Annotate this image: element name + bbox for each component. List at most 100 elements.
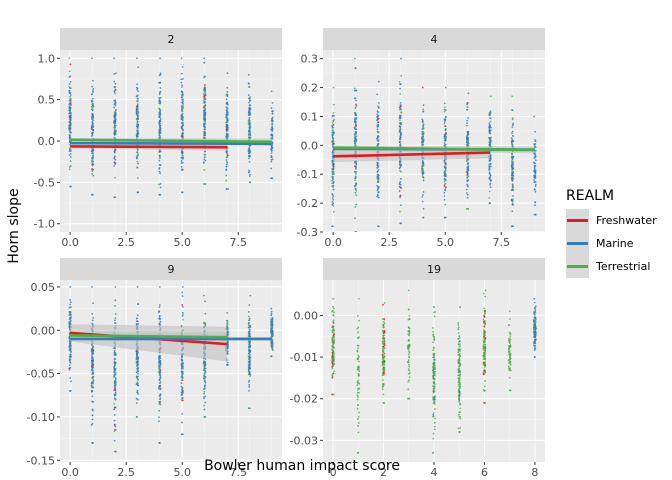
data-point [509, 389, 512, 392]
data-point [331, 355, 334, 358]
data-point [357, 297, 360, 300]
data-point [483, 401, 486, 404]
data-point [225, 159, 228, 161]
data-point [509, 338, 512, 341]
data-point [113, 373, 116, 376]
data-point [159, 172, 162, 175]
data-point [248, 333, 251, 336]
data-point [354, 179, 357, 182]
data-point [458, 379, 461, 382]
data-point [444, 188, 446, 191]
data-point [135, 135, 138, 138]
data-point [512, 122, 515, 125]
data-point [382, 384, 385, 387]
y-tick-label: 0.00 [294, 309, 319, 322]
data-point [483, 316, 486, 318]
data-point [225, 128, 228, 131]
data-point [354, 217, 356, 220]
data-point [432, 412, 435, 414]
x-tick-label: 2 [380, 466, 387, 479]
data-point [203, 360, 206, 363]
data-point [158, 378, 161, 381]
data-point [114, 429, 117, 431]
data-point [421, 163, 424, 165]
data-point [533, 307, 536, 310]
data-point [356, 314, 359, 317]
data-point [458, 381, 460, 384]
data-point [248, 97, 250, 100]
data-point [483, 330, 486, 332]
data-point [489, 180, 492, 182]
data-point [381, 341, 384, 343]
data-point [136, 87, 139, 90]
data-point [180, 90, 183, 92]
data-point [136, 160, 139, 163]
data-point [422, 108, 425, 111]
data-point [248, 99, 251, 102]
data-point [408, 376, 411, 379]
data-point [159, 186, 162, 189]
data-point [113, 155, 116, 158]
data-point [91, 100, 94, 103]
data-point [382, 336, 385, 339]
data-point [358, 336, 360, 339]
data-point [534, 190, 537, 193]
data-point [113, 347, 115, 350]
data-point [181, 115, 184, 118]
data-point [465, 188, 468, 191]
data-point [249, 359, 251, 362]
data-point [400, 57, 402, 60]
data-point [483, 341, 485, 344]
facet-strip [60, 28, 282, 50]
data-point [114, 120, 117, 123]
data-point [248, 385, 251, 388]
data-point [92, 375, 94, 378]
data-point [382, 379, 384, 382]
data-point [507, 347, 510, 350]
data-point [137, 372, 139, 375]
data-point [332, 168, 335, 171]
data-point [421, 138, 424, 141]
data-point [382, 321, 385, 323]
data-point [356, 381, 359, 384]
data-point [377, 196, 380, 199]
data-point [181, 291, 184, 294]
data-point [488, 166, 491, 169]
data-point [69, 81, 72, 83]
data-point [159, 120, 162, 123]
data-point [331, 359, 334, 362]
data-point [331, 375, 334, 377]
data-point [332, 305, 334, 308]
data-point [182, 318, 184, 321]
data-point [226, 321, 229, 324]
data-point [459, 306, 461, 308]
data-point [377, 166, 379, 169]
data-point [332, 342, 335, 345]
facet-strip-label: 9 [168, 263, 175, 276]
data-point [225, 132, 228, 135]
data-point [458, 353, 461, 355]
data-point [69, 134, 71, 137]
data-point [465, 207, 468, 210]
data-point [226, 121, 229, 123]
data-point [226, 351, 229, 353]
data-point [354, 173, 357, 175]
data-point [248, 389, 250, 392]
data-point [382, 318, 384, 321]
data-point [113, 126, 116, 129]
data-point [382, 369, 385, 372]
data-point [432, 437, 435, 440]
data-point [443, 137, 446, 140]
x-tick-label: 6 [481, 466, 488, 479]
data-point [248, 352, 250, 355]
data-point [432, 353, 435, 356]
data-point [458, 391, 461, 394]
data-point [383, 331, 386, 334]
data-point [204, 159, 207, 162]
data-point [422, 161, 425, 164]
data-point [331, 179, 334, 182]
data-point [355, 203, 358, 206]
data-point [137, 356, 139, 358]
data-point [136, 103, 139, 106]
data-point [511, 170, 514, 173]
